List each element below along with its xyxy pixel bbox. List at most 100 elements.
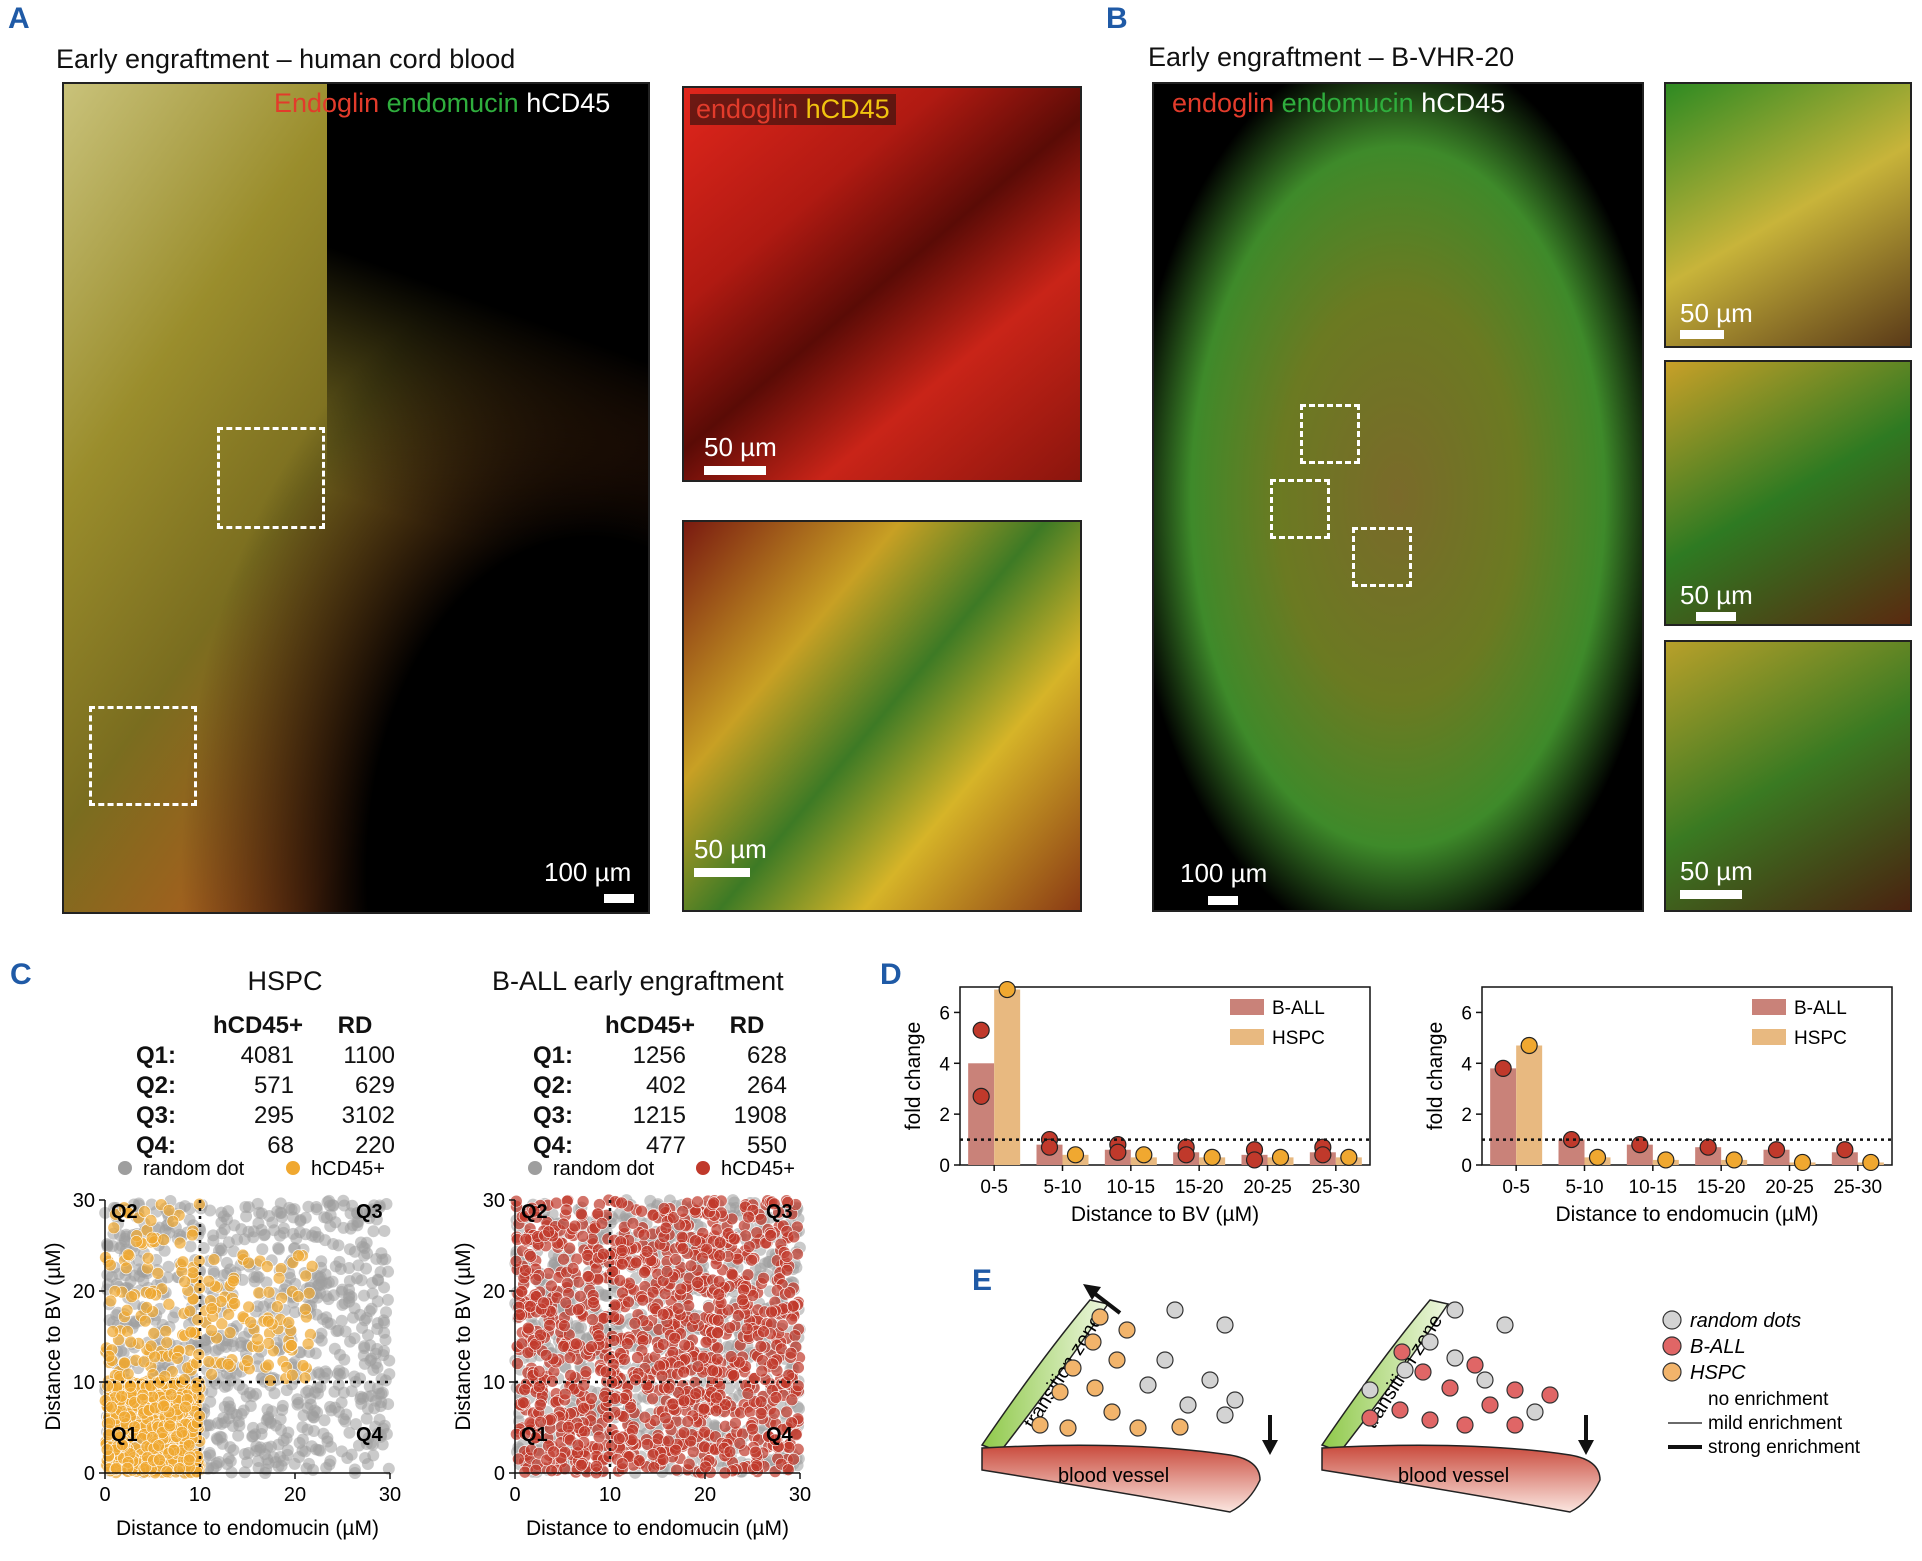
- hcd45-point: [529, 1273, 543, 1286]
- hcd45-point: [228, 1297, 241, 1310]
- arrow-head: [1578, 1440, 1594, 1455]
- random-dot-point: [345, 1385, 358, 1398]
- random-dot-point: [374, 1429, 387, 1442]
- data-point: [1793, 1153, 1812, 1172]
- hcd45-point: [787, 1230, 801, 1244]
- roi-box-1: [217, 427, 325, 529]
- random-dot-point: [364, 1437, 377, 1450]
- hcd45-point: [656, 1453, 670, 1466]
- hcd45-point: [544, 1279, 558, 1293]
- hcd45-point: [518, 1465, 532, 1479]
- y-tick-label: 6: [939, 1003, 950, 1024]
- schematic-dot: [1031, 1416, 1049, 1434]
- hcd45-point: [115, 1389, 129, 1403]
- random-dot-point: [793, 1402, 806, 1415]
- hcd45-point: [646, 1208, 660, 1222]
- hcd45-point: [641, 1438, 654, 1451]
- hcd45-point: [702, 1301, 715, 1314]
- random-dot-point: [268, 1224, 281, 1237]
- hcd45-point: [709, 1404, 723, 1418]
- hcd45-point: [160, 1336, 174, 1349]
- roi-box-3: [1352, 527, 1412, 587]
- label-green: endomucin: [1281, 88, 1414, 118]
- hcd45-point: [299, 1302, 312, 1316]
- hcd45-point: [725, 1267, 739, 1281]
- random-dot-point: [183, 1202, 196, 1215]
- hcd45-point: [121, 1461, 134, 1475]
- table-row: Q2: 402 264: [532, 1071, 788, 1101]
- hcd45-point: [616, 1457, 629, 1470]
- random-dot-point: [336, 1298, 349, 1311]
- label-red: Endoglin: [274, 88, 380, 118]
- random-dot-point: [275, 1210, 288, 1223]
- hcd45-point: [741, 1387, 755, 1400]
- hcd45-point: [736, 1293, 749, 1307]
- hcd45-point: [646, 1392, 659, 1405]
- hcd45-point: [550, 1196, 563, 1210]
- random-dot-point: [158, 1244, 171, 1257]
- hcd45-point: [516, 1396, 530, 1409]
- random-dot-point: [103, 1314, 116, 1327]
- hcd45-point: [221, 1357, 235, 1371]
- legend-marker: [696, 1161, 710, 1175]
- hcd45-point: [740, 1322, 754, 1336]
- x-axis-label: Distance to endomucin (µM): [1555, 1203, 1818, 1226]
- x-tick-label: 20: [284, 1484, 306, 1506]
- hcd45-point: [272, 1271, 286, 1285]
- schematic-dot: [1393, 1343, 1411, 1361]
- random-dot-point: [366, 1205, 379, 1218]
- hcd45-point: [162, 1203, 176, 1217]
- schematic-dot: [1091, 1308, 1109, 1326]
- random-dot-point: [203, 1446, 216, 1459]
- hcd45-point: [158, 1370, 172, 1383]
- hcd45-point: [104, 1258, 117, 1272]
- hcd45-point: [563, 1241, 576, 1255]
- legend-marker: [528, 1161, 542, 1175]
- quadrant-label: Q2: [111, 1201, 138, 1223]
- hcd45-point: [646, 1285, 660, 1299]
- hcd45-point: [687, 1445, 700, 1459]
- hcd45-point: [105, 1400, 118, 1414]
- blood-vessel: [1321, 1444, 1601, 1513]
- hcd45-point: [640, 1245, 654, 1258]
- hcd45-point: [655, 1369, 669, 1383]
- data-point: [1340, 1148, 1358, 1166]
- hcd45-point: [559, 1296, 573, 1310]
- hcd45-point: [786, 1299, 800, 1313]
- x-tick-label: 25-30: [1834, 1177, 1883, 1198]
- y-tick-label: 0: [494, 1463, 505, 1485]
- hcd45-point: [745, 1253, 758, 1267]
- hcd45-point: [529, 1463, 543, 1477]
- hcd45-point: [159, 1324, 173, 1338]
- hcd45-point: [787, 1452, 800, 1466]
- random-dot-point: [218, 1380, 231, 1393]
- y-axis-label: Distance to BV (µM): [452, 1242, 475, 1430]
- random-dot-point: [724, 1202, 737, 1215]
- data-point: [1520, 1036, 1538, 1055]
- legend-swatch: [1230, 1029, 1264, 1045]
- random-dot-point: [355, 1236, 368, 1249]
- hcd45-point: [205, 1324, 218, 1337]
- schematic-dot: [1421, 1411, 1439, 1429]
- x-axis-label: Distance to endomucin (µM): [526, 1517, 789, 1540]
- random-dot-point: [268, 1387, 281, 1400]
- quadrant-label: Q4: [766, 1424, 794, 1446]
- hcd45-point: [791, 1247, 804, 1261]
- quadrant-label: Q3: [356, 1201, 383, 1223]
- scale-label: 100 µm: [544, 857, 632, 887]
- hcd45-point: [754, 1212, 768, 1226]
- random-dot-point: [354, 1393, 367, 1406]
- hcd45-point: [560, 1203, 573, 1217]
- scale-label: 50 µm: [694, 834, 767, 864]
- y-tick-label: 10: [73, 1372, 95, 1394]
- schematic-dot: [1059, 1419, 1077, 1437]
- data-point: [1562, 1130, 1581, 1149]
- random-dot-point: [333, 1348, 346, 1361]
- hcd45-point: [162, 1297, 176, 1311]
- hcd45-point: [141, 1251, 155, 1265]
- y-tick-label: 4: [1461, 1054, 1472, 1075]
- x-tick-label: 10-15: [1107, 1177, 1156, 1198]
- plot-frame: [1481, 986, 1893, 1166]
- schematic-dot: [1361, 1381, 1379, 1399]
- random-dot-point: [367, 1225, 380, 1238]
